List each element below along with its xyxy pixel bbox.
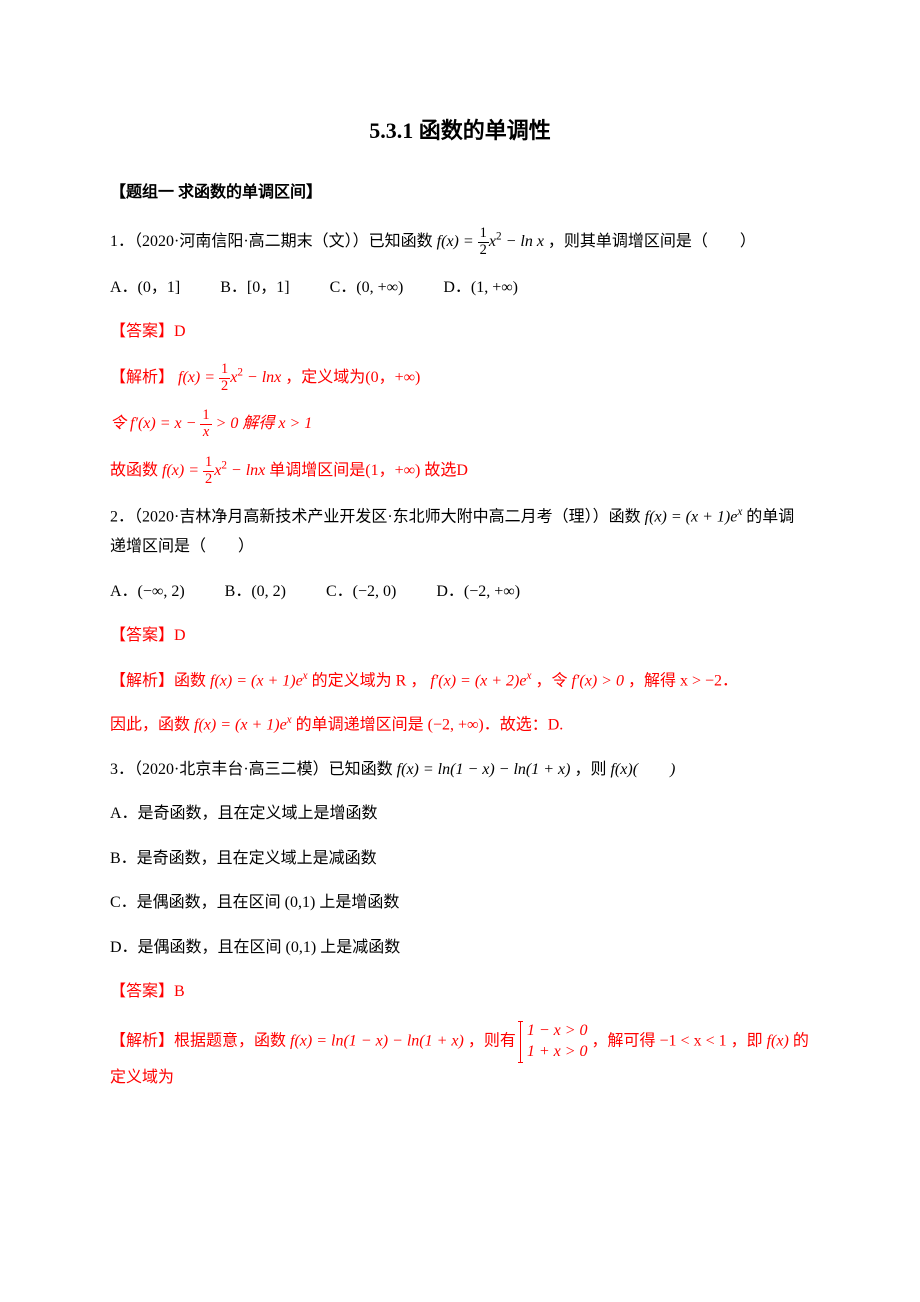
q2-opt-b: B．(0, 2) [225, 577, 286, 607]
section-heading: 【题组一 求函数的单调区间】 [110, 178, 810, 208]
q3-sol-d: f(x) [767, 1033, 789, 1050]
q2-opt-a: A．(−∞, 2) [110, 577, 185, 607]
q1-opt-d: D．(1, +∞) [443, 273, 518, 303]
q1-options: A．(0，1] B．[0，1] C．(0, +∞) D．(1, +∞) [110, 273, 810, 303]
q1-stem-prefix: 1．（2020·河南信阳·高二期末（文））已知函数 [110, 233, 433, 250]
q3-opt-a: A．是奇函数，且在定义域上是增函数 [110, 799, 810, 829]
q3-sol-line1: 【解析】根据题意，函数 f(x) = ln(1 − x) − ln(1 + x)… [110, 1021, 810, 1093]
q2-sol1-fpr: f′(x) = (x + 2)e [430, 672, 526, 689]
q2-sol1-fpr-exp: x [526, 670, 531, 682]
q1-stem: 1．（2020·河南信阳·高二期末（文））已知函数 f(x) = 12x2 − … [110, 226, 810, 259]
q2-opt-d: D．(−2, +∞) [436, 577, 520, 607]
q2-sol2b: 的单调递增区间是 (−2, +∞)．故选：D. [296, 717, 564, 734]
q1-sol1b: ，定义域为(0，+∞) [285, 369, 420, 386]
q1-sol3a: 故函数 [110, 462, 158, 479]
q1-frac-num: 1 [478, 226, 489, 243]
q3-sol-case2: 1 + x > 0 [527, 1042, 588, 1063]
q2-sol1-exp: x [303, 670, 308, 682]
q3-stem-b: ，则 [574, 761, 610, 778]
q3-sol-a: 【解析】根据题意，函数 [110, 1033, 290, 1050]
q2-sol2-fx: f(x) = (x + 1)e [194, 717, 287, 734]
q1-stem-suffix: ，则其单调增区间是（ ） [548, 233, 756, 250]
q2-stem: 2．（2020·吉林净月高新技术产业开发区·东北师大附中高二月考（理））函数 f… [110, 502, 810, 563]
q1-sol3-trail: − lnx [227, 462, 269, 479]
q2-sol2-exp: x [287, 714, 292, 726]
q1-sol1-num: 1 [219, 362, 230, 379]
q3-sol-c: ，解可得 −1 < x < 1 ，即 [592, 1033, 767, 1050]
q2-sol-line1: 【解析】函数 f(x) = (x + 1)ex 的定义域为 R ， f′(x) … [110, 666, 810, 697]
q2-sol1-fx: f(x) = (x + 1)e [210, 672, 303, 689]
q1-frac: 12 [478, 226, 489, 259]
q1-opt-b: B．[0，1] [220, 273, 289, 303]
q1-sol1-den: 2 [219, 379, 230, 395]
q1-sol3b: 单调增区间是(1，+∞) 故选D [269, 462, 468, 479]
q1-sol2-den: x [200, 425, 211, 441]
q2-sol1c: ，令 [535, 672, 571, 689]
q2-sol1d: ，解得 x > −2． [628, 672, 738, 689]
q2-sol-line2: 因此，函数 f(x) = (x + 1)ex 的单调递增区间是 (−2, +∞)… [110, 710, 810, 741]
q3-stem-c: f(x)( ) [610, 761, 675, 778]
page-title: 5.3.1 函数的单调性 [110, 110, 810, 152]
q1-opt-a: A．(0，1] [110, 273, 180, 303]
q3-sol-b: ，则有 [468, 1033, 520, 1050]
q2-sol1-cond: f′(x) > 0 [571, 672, 624, 689]
q3-stem: 3．（2020·北京丰台·高三二模）已知函数 f(x) = ln(1 − x) … [110, 755, 810, 785]
q1-sol1a: 【解析】 [110, 369, 174, 386]
q1-opt-c: C．(0, +∞) [330, 273, 404, 303]
q1-fx-x: x [489, 233, 496, 250]
q1-sol3-den: 2 [203, 472, 214, 488]
q1-answer: 【答案】D [110, 317, 810, 347]
q1-frac-den: 2 [478, 243, 489, 259]
q1-sol2-num: 1 [200, 408, 211, 425]
q1-sol2b: > 0 解得 x > 1 [212, 415, 313, 432]
q1-fx-label: f(x) = [437, 233, 478, 250]
q2-sol1b: 的定义域为 R ， [312, 672, 431, 689]
q1-sol-line3: 故函数 f(x) = 12x2 − lnx 单调增区间是(1，+∞) 故选D [110, 455, 810, 488]
q1-sol3-fx-label: f(x) = [162, 462, 203, 479]
q3-opt-b: B．是奇函数，且在定义域上是减函数 [110, 844, 810, 874]
q2-fx: f(x) = (x + 1)e [645, 508, 738, 525]
q1-sol3-frac: 12 [203, 455, 214, 488]
q3-sol-brace: 1 − x > 0 1 + x > 0 [520, 1021, 588, 1063]
q3-stem-a: 3．（2020·北京丰台·高三二模）已知函数 [110, 761, 397, 778]
q3-answer: 【答案】B [110, 977, 810, 1007]
q1-sol1-fx-label: f(x) = [178, 369, 219, 386]
q2-opt-c: C．(−2, 0) [326, 577, 396, 607]
q2-options: A．(−∞, 2) B．(0, 2) C．(−2, 0) D．(−2, +∞) [110, 577, 810, 607]
q1-sol-line1: 【解析】 f(x) = 12x2 − lnx ，定义域为(0，+∞) [110, 362, 810, 395]
q2-fx-exp: x [737, 506, 742, 518]
q1-sol-line2: 令 f′(x) = x − 1x > 0 解得 x > 1 [110, 408, 810, 441]
q1-sol2a: 令 f′(x) = x − [110, 415, 200, 432]
q3-fx: f(x) = ln(1 − x) − ln(1 + x) [397, 761, 571, 778]
q1-sol1-frac: 12 [219, 362, 230, 395]
q2-stem-a: 2．（2020·吉林净月高新技术产业开发区·东北师大附中高二月考（理））函数 [110, 508, 645, 525]
q2-sol1a: 【解析】函数 [110, 672, 210, 689]
q3-opt-d: D．是偶函数，且在区间 (0,1) 上是减函数 [110, 933, 810, 963]
q2-answer: 【答案】D [110, 621, 810, 651]
q1-sol1-trail: − lnx [243, 369, 281, 386]
q1-fx-trail: − ln x [502, 233, 544, 250]
q3-opt-c: C．是偶函数，且在区间 (0,1) 上是增函数 [110, 888, 810, 918]
q3-sol-case1: 1 − x > 0 [527, 1021, 588, 1042]
q1-sol2-frac: 1x [200, 408, 211, 441]
q1-sol3-num: 1 [203, 455, 214, 472]
q3-sol-fx: f(x) = ln(1 − x) − ln(1 + x) [290, 1033, 464, 1050]
page: 5.3.1 函数的单调性 【题组一 求函数的单调区间】 1．（2020·河南信阳… [0, 0, 920, 1302]
q2-sol2a: 因此，函数 [110, 717, 194, 734]
